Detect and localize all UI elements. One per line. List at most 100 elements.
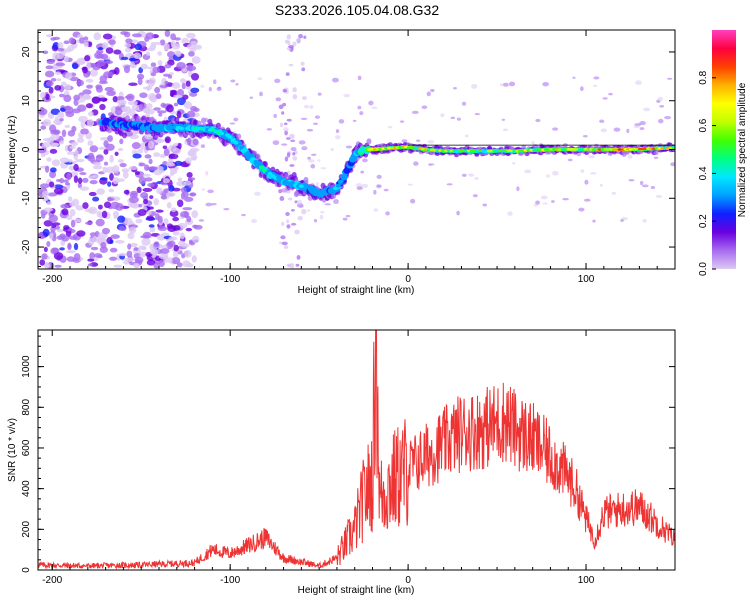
- ridge-core: [313, 190, 319, 194]
- ridge-core: [335, 184, 341, 188]
- spectral-blob: [373, 189, 377, 195]
- spectrogram-y-label: Frequency (Hz): [7, 116, 18, 185]
- spectral-blob: [290, 222, 297, 226]
- spectral-blob: [345, 145, 353, 149]
- spectral-blob: [104, 86, 114, 92]
- spectral-blob: [95, 86, 103, 93]
- spectral-blob: [50, 167, 57, 173]
- spectral-blob: [168, 153, 179, 160]
- spectral-blob: [73, 253, 81, 261]
- spectral-blob: [89, 145, 99, 153]
- spectral-blob: [112, 165, 120, 174]
- ridge-core: [253, 159, 259, 164]
- spectral-blob: [165, 192, 176, 198]
- spectral-blob: [217, 86, 222, 89]
- spectral-blob: [57, 48, 65, 52]
- spectral-blob: [345, 214, 351, 218]
- spectral-blob: [114, 151, 119, 156]
- spectral-blob: [273, 113, 277, 119]
- spectral-blob: [453, 87, 457, 90]
- spectral-blob: [43, 246, 48, 253]
- spectral-blob: [164, 30, 171, 38]
- colorbar-tick-label: 0.4: [698, 166, 709, 180]
- spectral-blob: [285, 72, 290, 76]
- spectral-blob: [101, 227, 111, 235]
- spectral-blob: [61, 129, 67, 138]
- spectral-blob: [69, 208, 76, 217]
- spectral-blob: [608, 92, 613, 96]
- spectral-blob: [74, 218, 82, 223]
- spectral-blob: [200, 84, 205, 88]
- spectral-blob: [171, 82, 181, 89]
- ridge-band: [340, 173, 348, 181]
- spectral-blob: [138, 176, 147, 185]
- spectral-blob: [284, 156, 289, 162]
- spectral-blob: [186, 137, 192, 146]
- x-tick-label: 0: [405, 274, 411, 285]
- spectral-blob: [142, 173, 151, 177]
- spectral-blob: [50, 77, 57, 82]
- spectral-blob: [315, 182, 320, 187]
- spectral-blob: [281, 221, 285, 227]
- spectral-blob: [154, 86, 161, 94]
- spectral-blob: [300, 117, 308, 120]
- spectral-blob: [413, 161, 419, 166]
- spectral-blob: [44, 70, 55, 78]
- spectral-blob: [91, 62, 96, 67]
- spectral-blob: [159, 153, 167, 158]
- y-tick-label: 20: [21, 46, 32, 58]
- spectral-blob: [133, 247, 139, 251]
- spectral-blob: [335, 129, 340, 134]
- spectral-blob: [94, 51, 103, 59]
- spectral-blob: [599, 183, 603, 187]
- spectral-blob: [110, 234, 120, 239]
- spectral-blob: [512, 161, 516, 165]
- spectral-blob: [86, 84, 94, 89]
- x-tick-label: -100: [220, 575, 240, 586]
- spectral-blob: [149, 94, 158, 103]
- spectral-blob: [61, 208, 69, 216]
- spectral-blob: [138, 103, 145, 111]
- spectral-blob: [169, 209, 179, 218]
- spectral-blob: [177, 240, 186, 247]
- spectral-blob: [118, 225, 126, 231]
- spectral-blob: [301, 67, 306, 72]
- spectral-blob: [362, 158, 368, 163]
- spectral-blob: [158, 112, 163, 117]
- spectral-blob: [96, 210, 102, 218]
- spectral-blob: [474, 177, 479, 180]
- spectral-blob: [91, 96, 101, 104]
- spectral-blob: [167, 144, 177, 152]
- x-tick-label: -200: [42, 274, 62, 285]
- spectral-blob: [123, 65, 131, 74]
- spectral-blob: [63, 179, 69, 183]
- spectral-blob: [309, 105, 314, 109]
- spectral-blob: [311, 153, 317, 156]
- colorbar-tick-label: 0.6: [698, 118, 709, 132]
- spectral-blob: [41, 190, 50, 197]
- spectral-blob: [57, 111, 65, 119]
- spectral-blob: [320, 211, 325, 214]
- spectral-blob: [288, 63, 294, 67]
- spectral-blob: [42, 50, 49, 55]
- ridge-core: [333, 186, 339, 191]
- spectral-blob: [342, 217, 348, 221]
- spectral-blob: [298, 33, 303, 39]
- spectral-blob: [153, 241, 160, 248]
- spectral-blob: [292, 156, 298, 161]
- spectral-blob: [205, 202, 213, 207]
- spectral-blob: [359, 111, 364, 116]
- spectral-blob: [88, 111, 94, 117]
- spectral-blob: [68, 37, 76, 45]
- spectral-blob: [182, 207, 193, 211]
- spectral-blob: [588, 155, 595, 159]
- spectral-blob: [281, 241, 288, 246]
- spectral-blob: [287, 170, 291, 175]
- spectral-blob: [296, 203, 304, 208]
- spectral-blob: [186, 263, 194, 268]
- spectral-blob: [117, 215, 126, 223]
- spectral-blob: [482, 203, 488, 207]
- spectral-blob: [77, 177, 83, 185]
- spectral-blob: [185, 157, 192, 164]
